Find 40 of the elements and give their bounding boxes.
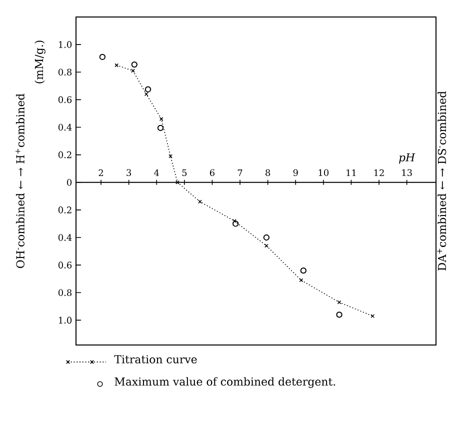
point [232, 220, 239, 227]
point [131, 61, 138, 68]
y-tick-label: 0.6 [58, 262, 72, 268]
x-tick-label: 11 [346, 169, 356, 176]
x-tick-label: 5 [182, 169, 187, 176]
point [99, 54, 106, 60]
x-tick-label: 10 [318, 169, 329, 176]
point [337, 300, 342, 304]
point [157, 124, 164, 132]
y-tick-label: 0.6 [58, 96, 72, 104]
point [263, 234, 270, 241]
y-tick-label: 0.2 [58, 206, 72, 214]
x-tick-label: 12 [374, 169, 384, 176]
y-tick-label: 1.0 [58, 41, 72, 48]
x-tick-label: 4 [154, 169, 160, 176]
y-axis-title: OH$^{-}$combined ← → H$^{+}$combined [16, 94, 24, 268]
point [336, 312, 342, 318]
y2-axis-title: DA$^{+}$combined ← → DS$^{-}$combined [437, 91, 446, 271]
x-tick-label: 2 [98, 169, 103, 176]
text: (mM/g.) [34, 40, 46, 84]
y-tick-label: 0.4 [58, 234, 72, 241]
y-tick-label: 1.0 [58, 316, 72, 324]
point [144, 92, 148, 96]
y-tick-label: 0.4 [58, 124, 72, 131]
point [299, 278, 304, 282]
x-tick-label: 7 [238, 170, 242, 176]
x-tick-label: 8 [266, 169, 270, 176]
x-tick-label: 3 [126, 169, 132, 176]
y-tick-label: 0 [67, 178, 72, 186]
x-axis-title: pH [399, 153, 416, 164]
point [144, 86, 152, 92]
y-tick-label: 0.2 [58, 151, 72, 158]
legend-label: Titration curve [114, 355, 197, 364]
y-tick-label: 0.8 [58, 289, 72, 296]
point [300, 267, 306, 274]
legend-label: Maximum value of combined detergent. [114, 377, 336, 388]
x-tick-label: 13 [402, 169, 412, 176]
x-tick-label: 9 [293, 169, 298, 176]
y-tick-label: 0.8 [58, 68, 72, 76]
x-tick-label: 6 [210, 169, 215, 176]
